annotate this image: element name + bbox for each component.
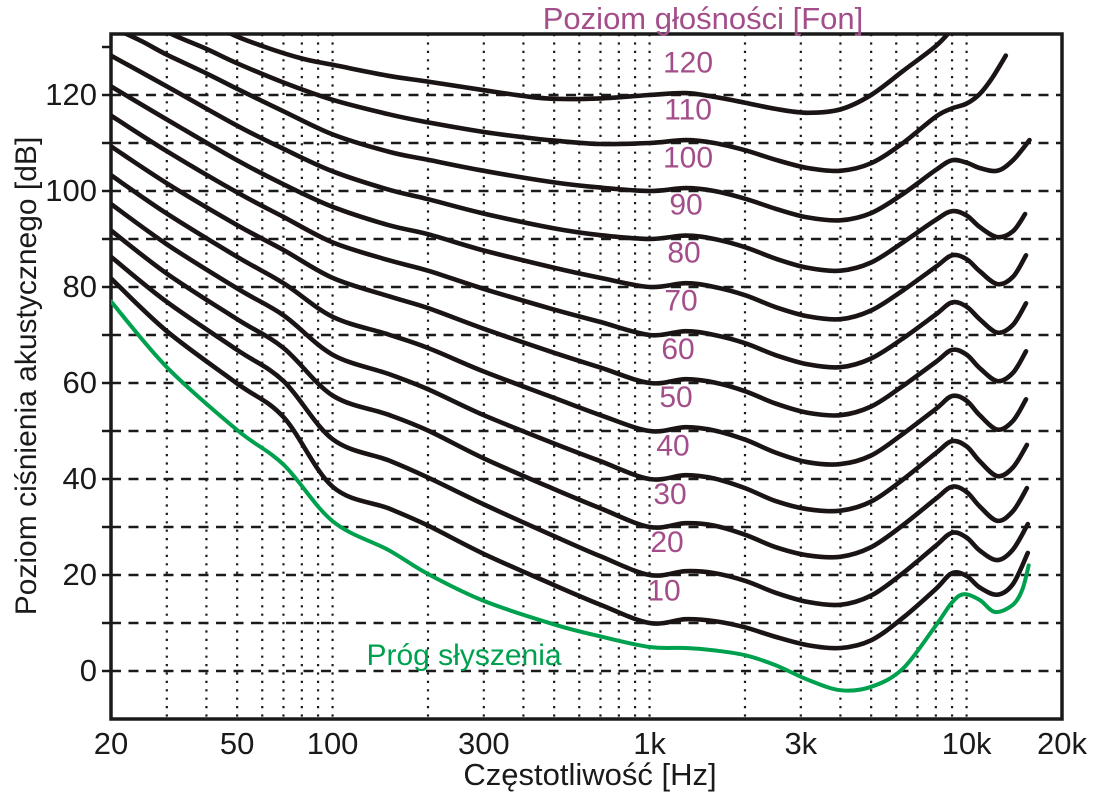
phon-curve-110 bbox=[166, 34, 1009, 174]
x-tick-label: 20k bbox=[1037, 726, 1087, 761]
y-tick-label: 60 bbox=[63, 365, 97, 400]
phon-label-20: 20 bbox=[650, 526, 683, 559]
phon-curve-120 bbox=[226, 34, 951, 116]
phon-curve-60 bbox=[111, 144, 1029, 418]
x-tick-label: 100 bbox=[307, 726, 359, 761]
x-tick-label: 50 bbox=[220, 726, 254, 761]
chart-title: Poziom głośności [Fon] bbox=[542, 1, 864, 36]
phon-label-100: 100 bbox=[663, 141, 713, 174]
y-tick-label: 80 bbox=[63, 269, 97, 304]
y-axis-title: Poziom ciśnienia akustycznego [dB] bbox=[10, 136, 43, 616]
x-tick-label: 20 bbox=[94, 726, 128, 761]
phon-label-80: 80 bbox=[667, 236, 700, 269]
phon-curve-40 bbox=[111, 201, 1030, 514]
x-axis-title: Częstotliwość [Hz] bbox=[463, 757, 717, 792]
y-tick-label: 100 bbox=[45, 173, 97, 208]
phon-curve-20 bbox=[111, 254, 1031, 608]
phon-label-70: 70 bbox=[664, 285, 697, 318]
phon-label-60: 60 bbox=[661, 333, 694, 366]
phon-label-90: 90 bbox=[669, 189, 702, 222]
phon-label-50: 50 bbox=[659, 381, 692, 414]
y-tick-label: 40 bbox=[63, 461, 97, 496]
phon-curve-70 bbox=[111, 113, 1029, 370]
phon-label-10: 10 bbox=[647, 574, 680, 607]
x-tick-label: 3k bbox=[784, 726, 817, 761]
phon-curve-90 bbox=[111, 53, 1028, 274]
threshold-curve bbox=[111, 299, 1031, 693]
x-tick-label: 1k bbox=[633, 726, 666, 761]
phon-curve-30 bbox=[111, 228, 1030, 560]
phon-label-30: 30 bbox=[653, 478, 686, 511]
y-tick-label: 20 bbox=[63, 557, 97, 592]
phon-label-40: 40 bbox=[656, 430, 689, 463]
phon-label-110: 110 bbox=[664, 93, 712, 126]
phon-curve-80 bbox=[111, 84, 1029, 322]
plot-border bbox=[109, 32, 1064, 721]
y-tick-label: 0 bbox=[80, 653, 97, 688]
phon-curve-10 bbox=[111, 276, 1031, 651]
y-tick-label: 120 bbox=[45, 77, 97, 112]
threshold-label: Próg słyszenia bbox=[366, 639, 562, 672]
phon-curve-100 bbox=[121, 34, 1032, 223]
phon-curve-50 bbox=[111, 172, 1029, 467]
x-tick-label: 300 bbox=[458, 726, 510, 761]
x-tick-label: 10k bbox=[942, 726, 992, 761]
phon-label-120: 120 bbox=[663, 46, 713, 79]
